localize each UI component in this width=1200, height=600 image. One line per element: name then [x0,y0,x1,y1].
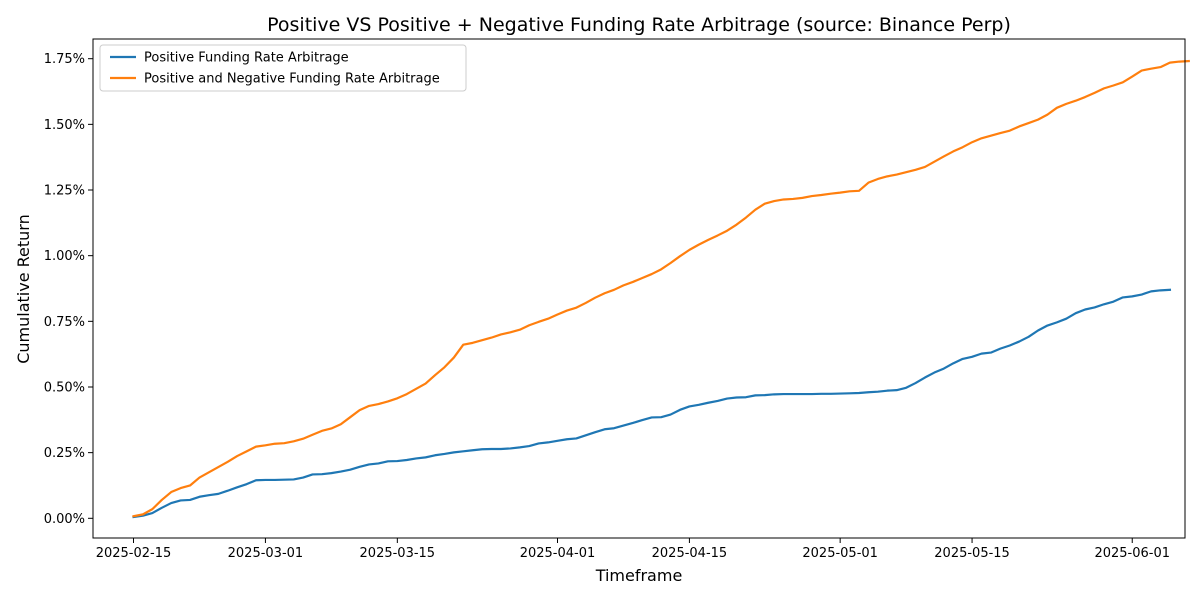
x-axis-ticks: 2025-02-15 2025-03-01 2025-03-15 2025-04-01… [96,538,1170,561]
series-line-positive-negative [132,59,1190,518]
x-tick-label: 2025-05-15 [934,546,1010,561]
x-tick-label: 2025-02-15 [96,546,172,561]
plot-area-frame [92,38,1186,539]
legend-box [99,44,467,92]
x-tick-label: 2025-04-01 [520,546,596,561]
y-tick-label: 0.75% [44,315,85,330]
chart-title: Positive VS Positive + Negative Funding … [267,14,1011,36]
legend-label-positive-negative: Positive and Negative Funding Rate Arbit… [144,72,440,87]
x-tick-label: 2025-03-15 [360,546,436,561]
x-tick-label: 2025-03-01 [228,546,304,561]
legend: Positive Funding Rate Arbitrage Positive… [99,44,467,92]
y-tick-label: 1.50% [44,118,85,133]
y-tick-label: 0.00% [44,512,85,527]
x-tick-label: 2025-04-15 [652,546,728,561]
x-tick-label: 2025-06-01 [1094,546,1170,561]
y-tick-label: 1.75% [44,52,85,67]
y-axis-label: Cumulative Return [14,214,33,364]
series-layer [132,59,1190,519]
x-tick-label: 2025-05-01 [802,546,878,561]
y-axis-ticks: 0.00% 0.25% 0.50% 0.75% 1.00% 1.25% 1.50% 1.75% [44,52,93,527]
x-axis-label: Timeframe [595,566,683,585]
y-tick-label: 0.25% [44,446,85,461]
y-tick-label: 1.25% [44,184,85,199]
y-tick-label: 1.00% [44,249,85,264]
series-line-positive [132,288,1172,519]
legend-label-positive: Positive Funding Rate Arbitrage [144,51,349,66]
y-tick-label: 0.50% [44,380,85,395]
